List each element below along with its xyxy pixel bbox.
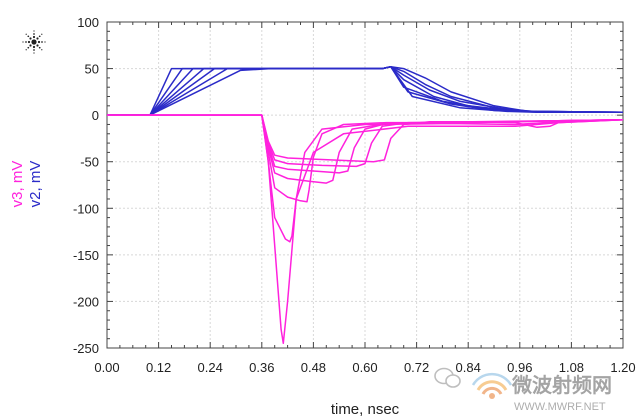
logo-dot (25, 49, 27, 51)
x-tick-label: 0.48 (301, 360, 326, 375)
y-tick-label: -150 (73, 248, 99, 263)
logo-dot (29, 44, 32, 47)
logo-dot (33, 49, 35, 51)
x-axis-label: time, nsec (331, 401, 400, 418)
series-group (107, 65, 624, 345)
y-tick-label: -200 (73, 294, 99, 309)
watermark-title: 微波射频网 (511, 373, 612, 397)
logo-dot (27, 35, 30, 38)
y-axis-label-v2: v2, mV (27, 161, 44, 208)
x-tick-label: 1.20 (610, 360, 635, 375)
series-line-v3 (107, 114, 624, 345)
logo-dot (36, 37, 39, 40)
y-tick-label: 50 (85, 62, 99, 77)
logo-dot (29, 37, 32, 40)
logo-dot (27, 40, 31, 44)
y-tick-label: -50 (80, 155, 99, 170)
watermark-url: WWW.MWRF.NET (514, 401, 606, 413)
series-line-v3 (107, 114, 624, 163)
logo-dot (27, 46, 30, 49)
y-axis-label-v3: v3, mV (9, 161, 26, 208)
logo-dot (33, 33, 35, 35)
logo-dot (41, 49, 43, 51)
x-tick-label: 0.96 (507, 360, 532, 375)
x-tick-label: 0.00 (94, 360, 119, 375)
tick-labels: 0.00 0.12 0.24 0.36 0.48 0.60 0.72 0.84 0.96 1.08… (73, 15, 636, 375)
logo-dot (41, 41, 43, 43)
plot-frame (106, 21, 624, 349)
logo-dot (36, 44, 39, 47)
logo-dot (37, 40, 41, 44)
radio-waves-logo-icon (471, 372, 513, 399)
watermark: 微波射频网 WWW.MWRF.NET (434, 367, 612, 413)
logo-dot (41, 33, 43, 35)
x-tick-label: 0.12 (146, 360, 171, 375)
logo-dot (33, 52, 35, 54)
series-line-v2 (107, 65, 623, 116)
logo-dot (25, 33, 27, 35)
x-tick-label: 1.08 (559, 360, 584, 375)
x-tick-label: 0.84 (456, 360, 481, 375)
y-tick-label: -100 (73, 201, 99, 216)
series-line-v3 (107, 114, 624, 184)
x-tick-label: 0.72 (404, 360, 429, 375)
logo-dot (25, 41, 27, 43)
logo-dot (22, 41, 24, 43)
y-tick-label: 0 (92, 108, 99, 123)
y-tick-label: 100 (77, 15, 99, 30)
logo-dot (38, 35, 41, 38)
logo-dot (44, 41, 46, 43)
keysight-logo-icon (22, 30, 46, 54)
series-line-v2 (107, 65, 624, 116)
logo-center-dot (31, 39, 37, 45)
logo-dot (38, 46, 41, 49)
wechat-icon (434, 367, 461, 388)
grid (106, 21, 624, 349)
logo-dot (32, 45, 36, 49)
logo-dot (32, 35, 36, 39)
logo-dot (33, 30, 35, 32)
x-tick-label: 0.36 (249, 360, 274, 375)
x-tick-label: 0.60 (352, 360, 377, 375)
series-line-v2 (107, 65, 624, 116)
y-tick-label: -250 (73, 341, 99, 356)
x-tick-label: 0.24 (198, 360, 223, 375)
